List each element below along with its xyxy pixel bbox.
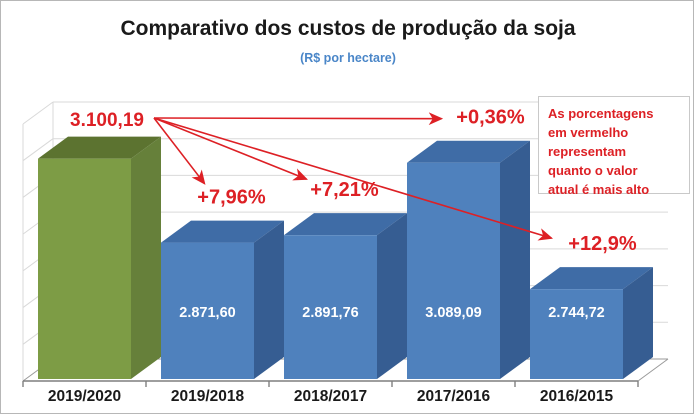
x-axis-label: 2019/2018	[171, 388, 245, 405]
bar-side-2017/2016	[500, 140, 530, 379]
note-line: quanto o valor	[548, 163, 638, 178]
chart-title: Comparativo dos custos de produção da so…	[120, 17, 576, 40]
note-line: em vermelho	[548, 125, 629, 140]
percent-label: +12,9%	[568, 233, 637, 255]
bar-2017/2016	[407, 162, 500, 379]
bar-2018/2017	[284, 235, 377, 379]
annotation-arrow	[153, 112, 444, 126]
bar-top-2018/2017	[284, 213, 407, 236]
percent-label: +7,21%	[310, 179, 379, 201]
bar-top-2016/2015	[530, 267, 653, 290]
bar-top-2019/2020	[38, 136, 161, 159]
percentage-note-box: As porcentagens em vermelho representam qua…	[538, 96, 690, 197]
x-axis-label: 2017/2016	[417, 388, 491, 405]
bar-value-label: 2.871,60	[179, 305, 235, 321]
bar-value-label: 2.744,72	[548, 305, 604, 321]
base-value-label: 3.100,19	[70, 110, 144, 131]
bar-side-2018/2017	[377, 213, 407, 379]
percent-label: +0,36%	[456, 107, 525, 129]
annotation-arrow	[153, 117, 308, 181]
bar-2016/2015	[530, 289, 623, 379]
bar-side-2019/2018	[254, 220, 284, 379]
bar-2019/2020	[38, 158, 131, 379]
bar-2019/2018	[161, 242, 254, 379]
bar-top-2017/2016	[407, 140, 530, 163]
x-axis-label: 2019/2020	[48, 388, 121, 405]
bar-value-label: 3.089,09	[425, 305, 481, 321]
sidewall-gridline	[22, 101, 54, 125]
bar-side-2019/2020	[131, 136, 161, 379]
annotation-arrow	[153, 117, 554, 241]
chart-subtitle: (R$ por hectare)	[300, 51, 396, 65]
x-axis-label: 2016/2015	[540, 388, 614, 405]
percent-label: +7,96%	[197, 187, 266, 209]
bar-value-label: 2.891,76	[302, 305, 358, 321]
bar-side-2016/2015	[623, 267, 653, 379]
note-line: representam	[548, 144, 627, 159]
sidewall-gridline	[22, 138, 54, 162]
bar-top-2019/2018	[161, 220, 284, 243]
note-line: atual é mais alto	[548, 182, 650, 197]
note-line: As porcentagens	[548, 106, 654, 121]
floor-right-edge	[637, 358, 669, 382]
x-axis-label: 2018/2017	[294, 388, 367, 405]
annotation-arrow	[153, 117, 206, 185]
